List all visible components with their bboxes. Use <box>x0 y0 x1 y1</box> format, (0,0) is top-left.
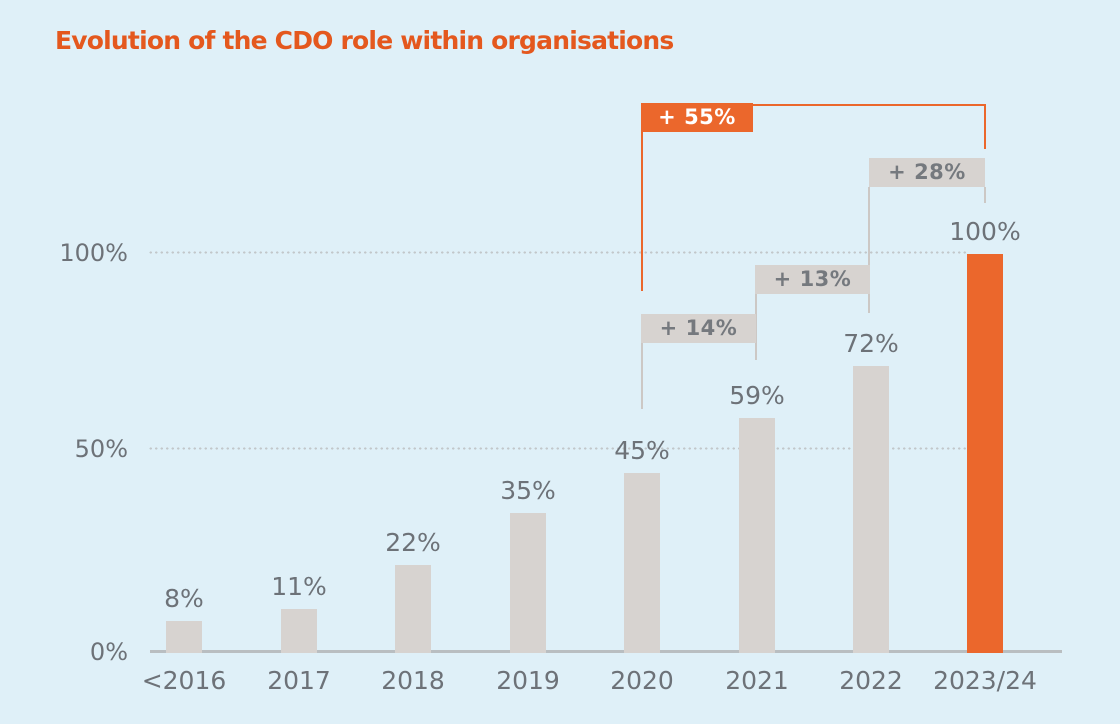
bar-value-label-2020: 45% <box>614 436 670 465</box>
bar-2018 <box>395 565 431 653</box>
x-axis-label-2021: 2021 <box>725 666 789 695</box>
connector-28-left-leg <box>868 187 870 313</box>
bar-value-label-2021: 59% <box>729 381 785 410</box>
x-axis-line <box>150 650 1062 653</box>
connector-55-top-line <box>750 104 986 106</box>
bar-<2016 <box>166 621 202 653</box>
bar-2020 <box>624 473 660 653</box>
y-tick-100: 100% <box>59 239 128 267</box>
bar-value-label-2017: 11% <box>271 572 327 601</box>
x-axis-label-2018: 2018 <box>381 666 445 695</box>
bar-2019 <box>510 513 546 653</box>
bar-2022 <box>853 366 889 653</box>
connector-13-left-leg <box>755 294 757 360</box>
bar-2023/24 <box>967 254 1003 653</box>
x-axis-label-2020: 2020 <box>610 666 674 695</box>
annotation-plus-28: + 28% <box>869 158 985 187</box>
x-axis-label-2023/24: 2023/24 <box>933 666 1037 695</box>
bar-value-label-2018: 22% <box>385 528 441 557</box>
x-axis-label-<2016: <2016 <box>141 666 227 695</box>
annotation-plus-14: + 14% <box>641 314 756 343</box>
x-axis-label-2019: 2019 <box>496 666 560 695</box>
bar-2021 <box>739 418 775 653</box>
bar-2017 <box>281 609 317 653</box>
connector-14-left-leg <box>641 343 643 409</box>
x-axis-label-2017: 2017 <box>267 666 331 695</box>
y-tick-0: 0% <box>89 638 128 666</box>
chart-title: Evolution of the CDO role within organis… <box>55 26 674 55</box>
connector-55-left-leg <box>641 131 643 291</box>
bar-value-label-2023/24: 100% <box>949 217 1021 246</box>
annotation-plus-55: + 55% <box>641 103 753 132</box>
bar-value-label-2019: 35% <box>500 476 556 505</box>
connector-55-right-leg <box>984 104 986 149</box>
bar-value-label-<2016: 8% <box>164 584 204 613</box>
x-axis-label-2022: 2022 <box>839 666 903 695</box>
gridline-50-percent <box>148 447 967 450</box>
connector-28-right-leg <box>984 187 986 203</box>
gridline-100-percent <box>148 251 967 254</box>
annotation-plus-13: + 13% <box>755 265 870 294</box>
y-tick-50: 50% <box>74 435 128 463</box>
bar-value-label-2022: 72% <box>843 329 899 358</box>
